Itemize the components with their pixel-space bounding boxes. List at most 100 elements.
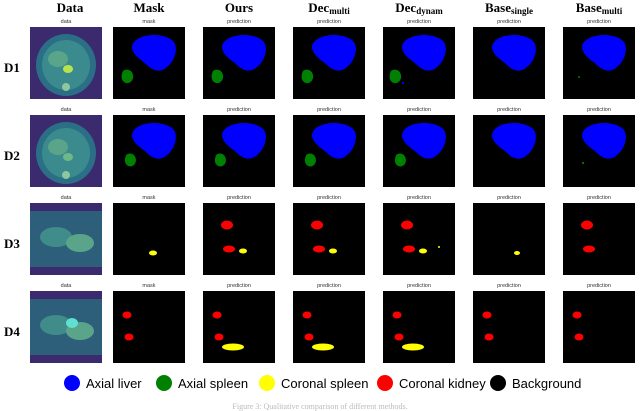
kidney-segment: [313, 245, 325, 253]
panel-d1-ours: prediction: [203, 18, 275, 99]
segmentation-image: [563, 27, 635, 99]
spleen-segment: [211, 69, 224, 84]
kidney-segment: [122, 311, 132, 319]
column-header-subscript: single: [510, 6, 533, 16]
panel-caption: data: [60, 195, 72, 201]
kidney-segment: [394, 333, 404, 341]
segmentation-image: [473, 115, 545, 187]
legend-label: Coronal kidney: [399, 375, 486, 391]
spleen-segment: [124, 153, 136, 167]
spleen-segment: [239, 248, 247, 254]
panel-caption: prediction: [587, 195, 611, 201]
segmentation-image: [563, 291, 635, 363]
scan-organ: [48, 51, 68, 67]
kidney-segment: [583, 245, 595, 253]
liver-segment: [401, 35, 446, 71]
panel-caption: prediction: [317, 107, 341, 113]
kidney-segment: [572, 311, 582, 319]
segmentation-image: [203, 291, 275, 363]
segmentation-image: [113, 203, 185, 275]
legend-swatch: [64, 375, 80, 391]
panel-d3-data: data: [30, 194, 102, 275]
segmentation-background: [113, 291, 185, 363]
column-header-label: Mask: [133, 0, 165, 15]
legend-swatch: [259, 375, 275, 391]
panel-d1-basemulti: prediction: [563, 18, 635, 99]
liver-segment: [131, 123, 176, 159]
scan-organ: [66, 234, 94, 252]
liver-segment: [221, 123, 266, 159]
kidney-segment: [581, 220, 593, 230]
panel-d4-decdynam: prediction: [383, 282, 455, 363]
column-header-decdynam: Decdynam: [374, 0, 464, 19]
column-header-subscript: dynam: [416, 6, 443, 16]
scan-organ: [40, 227, 72, 247]
legend-label: Axial liver: [86, 375, 142, 391]
column-header-decmulti: Decmulti: [284, 0, 374, 19]
panel-caption: prediction: [587, 283, 611, 289]
segmentation-image: [383, 291, 455, 363]
kidney-segment: [401, 220, 413, 230]
segmentation-background: [383, 203, 455, 275]
spleen-segment: [394, 153, 406, 167]
panel-caption: prediction: [497, 19, 521, 25]
panel-caption: prediction: [587, 19, 611, 25]
liver-segment: [491, 35, 536, 71]
spleen-segment: [578, 76, 580, 78]
kidney-segment: [392, 311, 402, 319]
panel-d1-data: data: [30, 18, 102, 99]
segmentation-image: [473, 203, 545, 275]
segmentation-image: [203, 203, 275, 275]
column-header-subscript: multi: [601, 6, 623, 16]
scan-organ: [48, 139, 68, 155]
column-header-label: Dec: [308, 0, 330, 15]
scan-image: [30, 115, 102, 187]
panel-d1-mask: mask: [113, 18, 185, 99]
segmentation-background: [113, 203, 185, 275]
panel-d1-decdynam: prediction: [383, 18, 455, 99]
panel-d3-ours: prediction: [203, 194, 275, 275]
panel-d3-decdynam: prediction: [383, 194, 455, 275]
segmentation-background: [203, 291, 275, 363]
panel-caption: prediction: [227, 195, 251, 201]
column-header-label: Base: [484, 0, 511, 15]
scan-spine: [62, 171, 70, 179]
panel-caption: prediction: [407, 283, 431, 289]
column-header-ours: Ours: [194, 0, 284, 16]
panel-caption: prediction: [497, 107, 521, 113]
column-header-label: Data: [56, 0, 84, 15]
spleen-segment: [582, 161, 584, 165]
kidney-segment: [302, 311, 312, 319]
segmentation-image: [383, 27, 455, 99]
panel-d1-decmulti: prediction: [293, 18, 365, 99]
legend-swatch: [377, 375, 393, 391]
panel-caption: mask: [142, 19, 156, 25]
segmentation-background: [293, 291, 365, 363]
spleen-segment: [222, 343, 244, 351]
segmentation-background: [473, 203, 545, 275]
panel-caption: prediction: [317, 19, 341, 25]
kidney-segment: [124, 333, 134, 341]
panel-d3-basemulti: prediction: [563, 194, 635, 275]
segmentation-image: [293, 291, 365, 363]
panel-caption: prediction: [227, 19, 251, 25]
legend-label: Background: [512, 375, 582, 391]
panel-caption: prediction: [227, 283, 251, 289]
scan-spine: [62, 83, 70, 91]
spleen-segment: [402, 343, 424, 351]
spleen-segment: [329, 248, 337, 254]
panel-caption: prediction: [407, 19, 431, 25]
segmentation-background: [293, 203, 365, 275]
spleen-segment: [121, 69, 134, 84]
panel-caption: data: [60, 19, 72, 25]
legend-swatch: [156, 375, 172, 391]
scan-highlight: [63, 153, 73, 161]
panel-caption: mask: [142, 195, 156, 201]
segmentation-image: [383, 203, 455, 275]
spleen-segment: [514, 251, 520, 255]
scan-abdomen: [42, 40, 90, 90]
panel-d4-data: data: [30, 282, 102, 363]
legend-item: Coronal kidney: [377, 372, 486, 394]
liver-segment: [401, 123, 446, 159]
kidney-segment: [212, 311, 222, 319]
